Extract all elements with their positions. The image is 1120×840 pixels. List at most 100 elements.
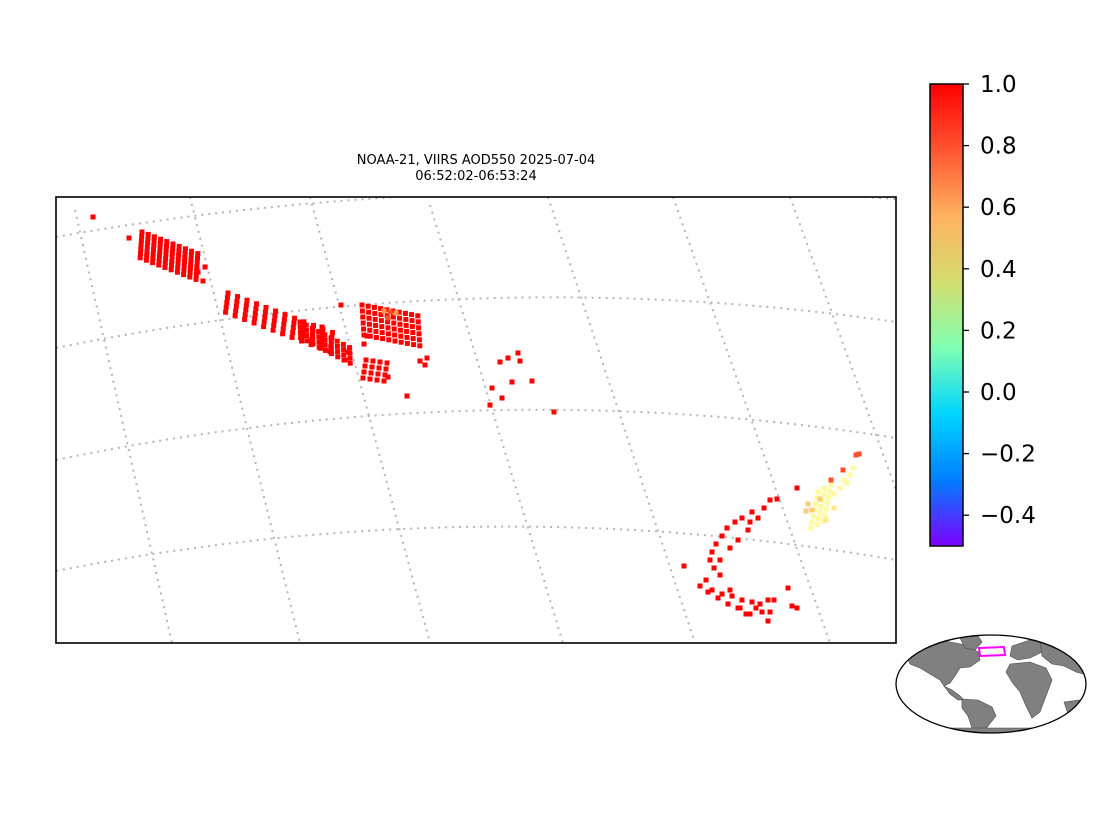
aod-pixel [297,319,303,325]
aod-pixel [187,274,193,280]
aod-pixel [224,300,230,306]
aod-pixel [379,330,385,336]
aod-pixel [381,308,387,314]
aod-pixel [170,241,176,247]
aod-pixel [169,263,174,268]
aod-pixel [416,337,422,343]
title-line-1: NOAA-21, VIIRS AOD550 2025-07-04 [356,153,596,168]
colorbar-tick-label: −0.4 [980,503,1036,529]
aod-pixel [195,251,201,257]
aod-pixel [341,352,347,358]
aod-pixel [747,519,753,525]
aod-pixel [824,500,830,506]
aod-pixel [253,306,259,312]
aod-pixel [151,234,157,240]
aod-pixel [164,239,170,245]
aod-pixel [304,333,310,339]
aod-pixel [727,545,733,551]
aod-pixel [145,236,151,242]
aod-pixel [303,322,309,328]
aod-pixel [393,310,399,316]
aod-pixel [410,330,416,336]
aod-pixel [402,310,408,316]
aod-pixel [182,246,188,252]
aod-pixel [164,243,169,249]
colorbar-tick-label: 0.6 [980,195,1017,221]
aod-pixel [789,603,795,609]
aod-pixel [827,488,833,494]
aod-pixel [713,541,719,547]
colorbar-tick-label: 0.0 [980,380,1017,406]
aod-pixel [309,325,315,331]
aod-pixel [732,519,738,525]
aod-pixel [397,321,403,327]
aod-pixel [156,262,162,268]
aod-pixel [271,322,277,328]
title-line-2: 06:52:02-06:53:24 [415,169,537,184]
aod-pixel [174,269,180,275]
aod-pixel [311,322,316,328]
aod-pixel [232,313,238,319]
aod-pixel [823,506,829,512]
aod-pixel [175,256,181,262]
aod-pixel [727,587,733,593]
aod-pixel [373,322,379,328]
aod-pixel [322,332,328,338]
aod-pixel [329,351,335,357]
aod-pixel [262,314,268,320]
aod-pixel [422,362,428,368]
aod-pixel [411,342,417,348]
aod-pixel [822,486,827,491]
aod-pixel [367,376,373,382]
aod-pixel [831,491,837,497]
aod-pixel [749,599,755,605]
colorbar-tick-label: 1.0 [980,72,1017,98]
aod-pixel [390,308,396,314]
aod-pixel [151,247,156,253]
aod-pixel [361,369,367,375]
aod-pixel [254,301,259,307]
aod-pixel [815,489,821,495]
aod-pixel [334,343,340,349]
aod-pixel [359,302,365,308]
aod-pixel [138,246,144,252]
aod-pixel [328,340,334,346]
aod-pixel [322,347,328,353]
aod-pixel [719,533,725,539]
aod-pixel [126,235,132,241]
aod-pixel [188,253,194,258]
aod-pixel [223,304,229,310]
aod-pixel [316,344,322,350]
aod-pixel [416,325,422,331]
aod-pixel [376,365,382,371]
aod-pixel [424,355,430,361]
aod-pixel [367,333,373,339]
aod-pixel [529,378,535,384]
aod-pixel [189,248,195,254]
aod-pixel [322,342,328,348]
aod-pixel [244,297,250,303]
aod-pixel [156,258,162,264]
aod-pixel [739,597,745,603]
inset-globe [895,634,1087,734]
aod-pixel [252,315,258,321]
aod-pixel [724,525,730,531]
aod-pixel [281,321,287,327]
aod-pixel [272,313,278,319]
aod-pixel [369,364,375,370]
aod-pixel [375,371,381,377]
aod-pixel [280,331,286,337]
aod-pixel [809,507,815,513]
aod-pixel [158,236,164,242]
aod-pixel [188,257,194,263]
aod-pixel [743,611,749,617]
aod-pixel [759,609,765,615]
aod-pixel [396,309,402,315]
aod-pixel [341,347,347,353]
aod-pixel [347,355,353,361]
aod-pixel [415,313,421,319]
aod-pixel [767,609,773,615]
aod-pixel [715,595,721,601]
aod-pixel [505,355,511,361]
aod-pixel [303,327,309,333]
